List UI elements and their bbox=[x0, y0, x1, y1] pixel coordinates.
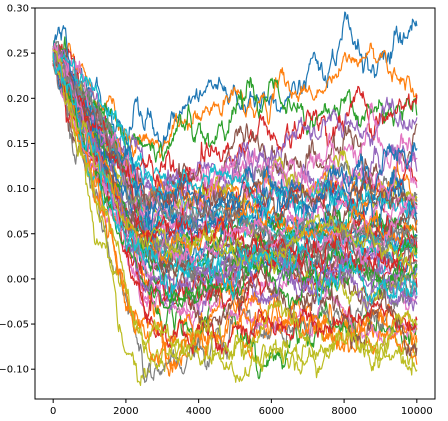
x-tick-label: 4000 bbox=[186, 406, 211, 417]
series-line-55 bbox=[52, 50, 418, 312]
series-line-54 bbox=[52, 48, 418, 275]
x-tick-label: 10000 bbox=[401, 406, 433, 417]
series-line-56 bbox=[52, 48, 418, 235]
axes: 0 2000 4000 6000 8000 10000 −0.10 −0.05 0.00 0.05… bbox=[0, 4, 436, 417]
y-tick-label: −0.05 bbox=[0, 320, 29, 331]
series-line-58 bbox=[52, 53, 418, 254]
series-line-49 bbox=[52, 52, 418, 379]
series-line-2 bbox=[52, 42, 418, 159]
x-tick-label: 2000 bbox=[113, 406, 138, 417]
y-tick-label: 0.25 bbox=[7, 49, 29, 60]
y-tick-label: −0.10 bbox=[0, 365, 29, 376]
y-tick-label: 0.00 bbox=[7, 274, 29, 285]
series-line-57 bbox=[52, 42, 418, 280]
y-tick-label: 0.15 bbox=[7, 139, 29, 150]
series-line-60 bbox=[52, 52, 418, 306]
series-line-3 bbox=[52, 52, 418, 163]
y-tick-label: 0.10 bbox=[7, 184, 29, 195]
series-line-59 bbox=[52, 49, 418, 275]
x-tick-label: 8000 bbox=[331, 406, 356, 417]
x-tick-label: 0 bbox=[50, 406, 56, 417]
y-tick-label: 0.05 bbox=[7, 229, 29, 240]
y-tick-label: 0.20 bbox=[7, 94, 29, 105]
axes-frame bbox=[34, 7, 436, 400]
y-tick-label: 0.30 bbox=[7, 4, 29, 15]
plot-area bbox=[52, 11, 418, 386]
x-tick-label: 6000 bbox=[259, 406, 284, 417]
